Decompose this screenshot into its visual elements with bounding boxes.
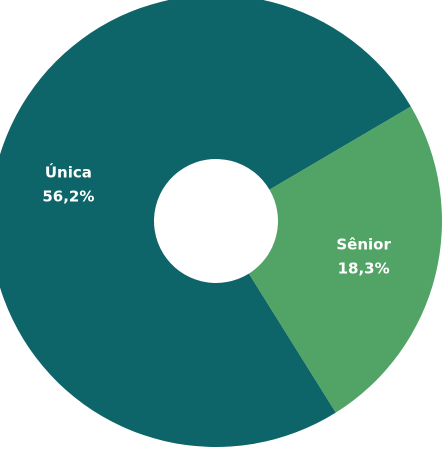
- segment-label: Única: [45, 162, 92, 181]
- segment-label: Sênior: [336, 236, 391, 254]
- value-label: 18,3%: [338, 260, 390, 278]
- donut-segment: [0, 0, 411, 447]
- value-label: 56,2%: [42, 187, 94, 205]
- donut-segment: [248, 106, 442, 413]
